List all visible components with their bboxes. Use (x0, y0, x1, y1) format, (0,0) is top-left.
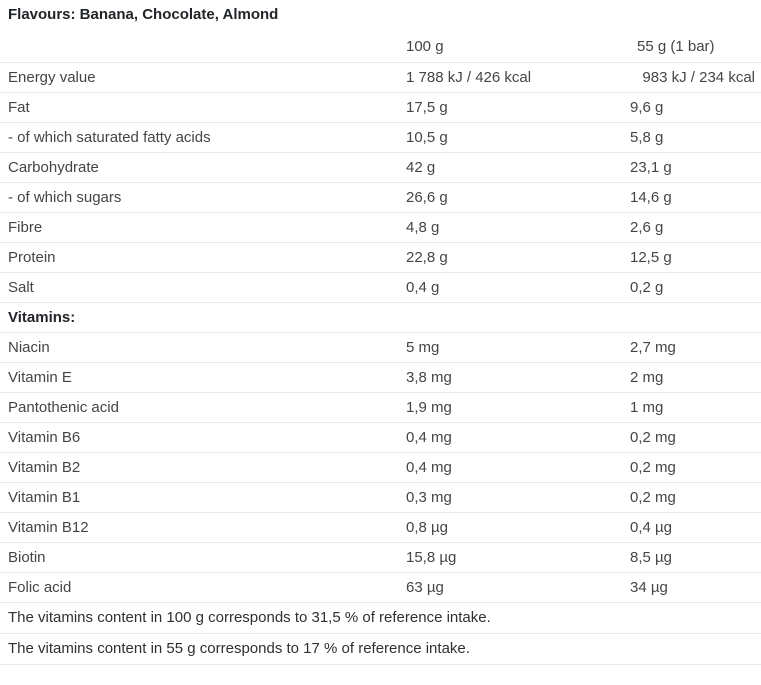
value-per-55g: 12,5 g (622, 242, 761, 273)
nutrient-label: Vitamin B1 (0, 482, 398, 513)
value-per-100g: 0,8 µg (398, 512, 622, 543)
section-heading: Vitamins: (0, 302, 761, 333)
nutrient-label: Biotin (0, 542, 398, 573)
table-row: Fat 17,5 g 9,6 g (0, 92, 761, 123)
value-per-55g: 14,6 g (622, 182, 761, 213)
table-row: Vitamin B2 0,4 mg 0,2 mg (0, 452, 761, 483)
nutrient-label: Protein (0, 242, 398, 273)
table-row: Vitamin B12 0,8 µg 0,4 µg (0, 512, 761, 543)
nutrient-label: Vitamin B6 (0, 422, 398, 453)
value-per-55g: 0,2 g (622, 272, 761, 303)
nutrient-label: Salt (0, 272, 398, 303)
table-row: Biotin 15,8 µg 8,5 µg (0, 542, 761, 573)
nutrient-label: Vitamin E (0, 362, 398, 393)
nutrient-label: Energy value (0, 62, 398, 93)
value-per-100g: 1,9 mg (398, 392, 622, 423)
value-per-100g: 26,6 g (398, 182, 622, 213)
value-per-100g: 3,8 mg (398, 362, 622, 393)
nutrient-label: Vitamin B2 (0, 452, 398, 483)
value-per-100g: 22,8 g (398, 242, 622, 273)
value-per-100g: 1 788 kJ / 426 kcal (398, 62, 622, 93)
table-row: Protein 22,8 g 12,5 g (0, 242, 761, 273)
value-per-100g: 0,4 mg (398, 422, 622, 453)
value-per-55g: 2,6 g (622, 212, 761, 243)
section-header-row: Vitamins: (0, 302, 761, 333)
table-row: Vitamin B1 0,3 mg 0,2 mg (0, 482, 761, 513)
value-per-100g: 10,5 g (398, 122, 622, 153)
column-header-55g: 55 g (1 bar) (622, 32, 761, 63)
footnote-text: The vitamins content in 100 g correspond… (0, 603, 761, 634)
value-per-55g: 2,7 mg (622, 332, 761, 363)
nutrient-label: Niacin (0, 332, 398, 363)
nutrient-label: Folic acid (0, 572, 398, 603)
table-row: Energy value 1 788 kJ / 426 kcal 983 kJ / … (0, 62, 761, 93)
value-per-55g: 5,8 g (622, 122, 761, 153)
value-per-55g: 1 mg (622, 392, 761, 423)
value-per-100g: 15,8 µg (398, 542, 622, 573)
column-header-100g: 100 g (398, 32, 622, 63)
value-per-55g: 0,2 mg (622, 422, 761, 453)
value-per-55g: 2 mg (622, 362, 761, 393)
table-row: Pantothenic acid 1,9 mg 1 mg (0, 392, 761, 423)
table-row: Folic acid 63 µg 34 µg (0, 572, 761, 603)
value-per-100g: 42 g (398, 152, 622, 183)
table-row: Niacin 5 mg 2,7 mg (0, 332, 761, 363)
table-row: Salt 0,4 g 0,2 g (0, 272, 761, 303)
nutrient-label: Vitamin B12 (0, 512, 398, 543)
value-per-55g: 0,2 mg (622, 482, 761, 513)
nutrient-label: Fibre (0, 212, 398, 243)
value-per-55g: 9,6 g (622, 92, 761, 123)
table-row: Carbohydrate 42 g 23,1 g (0, 152, 761, 183)
value-per-100g: 63 µg (398, 572, 622, 603)
flavours-heading: Flavours: Banana, Chocolate, Almond (8, 6, 279, 23)
nutrient-label: Fat (0, 92, 398, 123)
value-per-55g: 0,4 µg (622, 512, 761, 543)
value-per-100g: 17,5 g (398, 92, 622, 123)
table-row: Vitamin E 3,8 mg 2 mg (0, 362, 761, 393)
nutrient-label: Pantothenic acid (0, 392, 398, 423)
value-per-100g: 0,3 mg (398, 482, 622, 513)
nutrition-table: 100 g 55 g (1 bar) Energy value 1 788 kJ … (0, 32, 761, 603)
value-per-55g: 0,2 mg (622, 452, 761, 483)
value-per-100g: 0,4 mg (398, 452, 622, 483)
value-per-100g: 4,8 g (398, 212, 622, 243)
table-header-row: 100 g 55 g (1 bar) (0, 32, 761, 63)
value-per-55g: 23,1 g (622, 152, 761, 183)
footnotes-section: The vitamins content in 100 g correspond… (0, 603, 761, 665)
footnote-text: The vitamins content in 55 g corresponds… (0, 634, 761, 665)
table-row: Fibre 4,8 g 2,6 g (0, 212, 761, 243)
nutrient-label: Carbohydrate (0, 152, 398, 183)
value-per-55g: 8,5 µg (622, 542, 761, 573)
value-per-55g: 34 µg (622, 572, 761, 603)
table-row: - of which saturated fatty acids 10,5 g 5,… (0, 122, 761, 153)
value-per-55g: 983 kJ / 234 kcal (622, 62, 761, 93)
value-per-100g: 5 mg (398, 332, 622, 363)
table-row: - of which sugars 26,6 g 14,6 g (0, 182, 761, 213)
value-per-100g: 0,4 g (398, 272, 622, 303)
nutrient-label: - of which saturated fatty acids (0, 122, 398, 153)
nutrient-label: - of which sugars (0, 182, 398, 213)
table-row: Vitamin B6 0,4 mg 0,2 mg (0, 422, 761, 453)
column-header-empty (0, 32, 398, 63)
